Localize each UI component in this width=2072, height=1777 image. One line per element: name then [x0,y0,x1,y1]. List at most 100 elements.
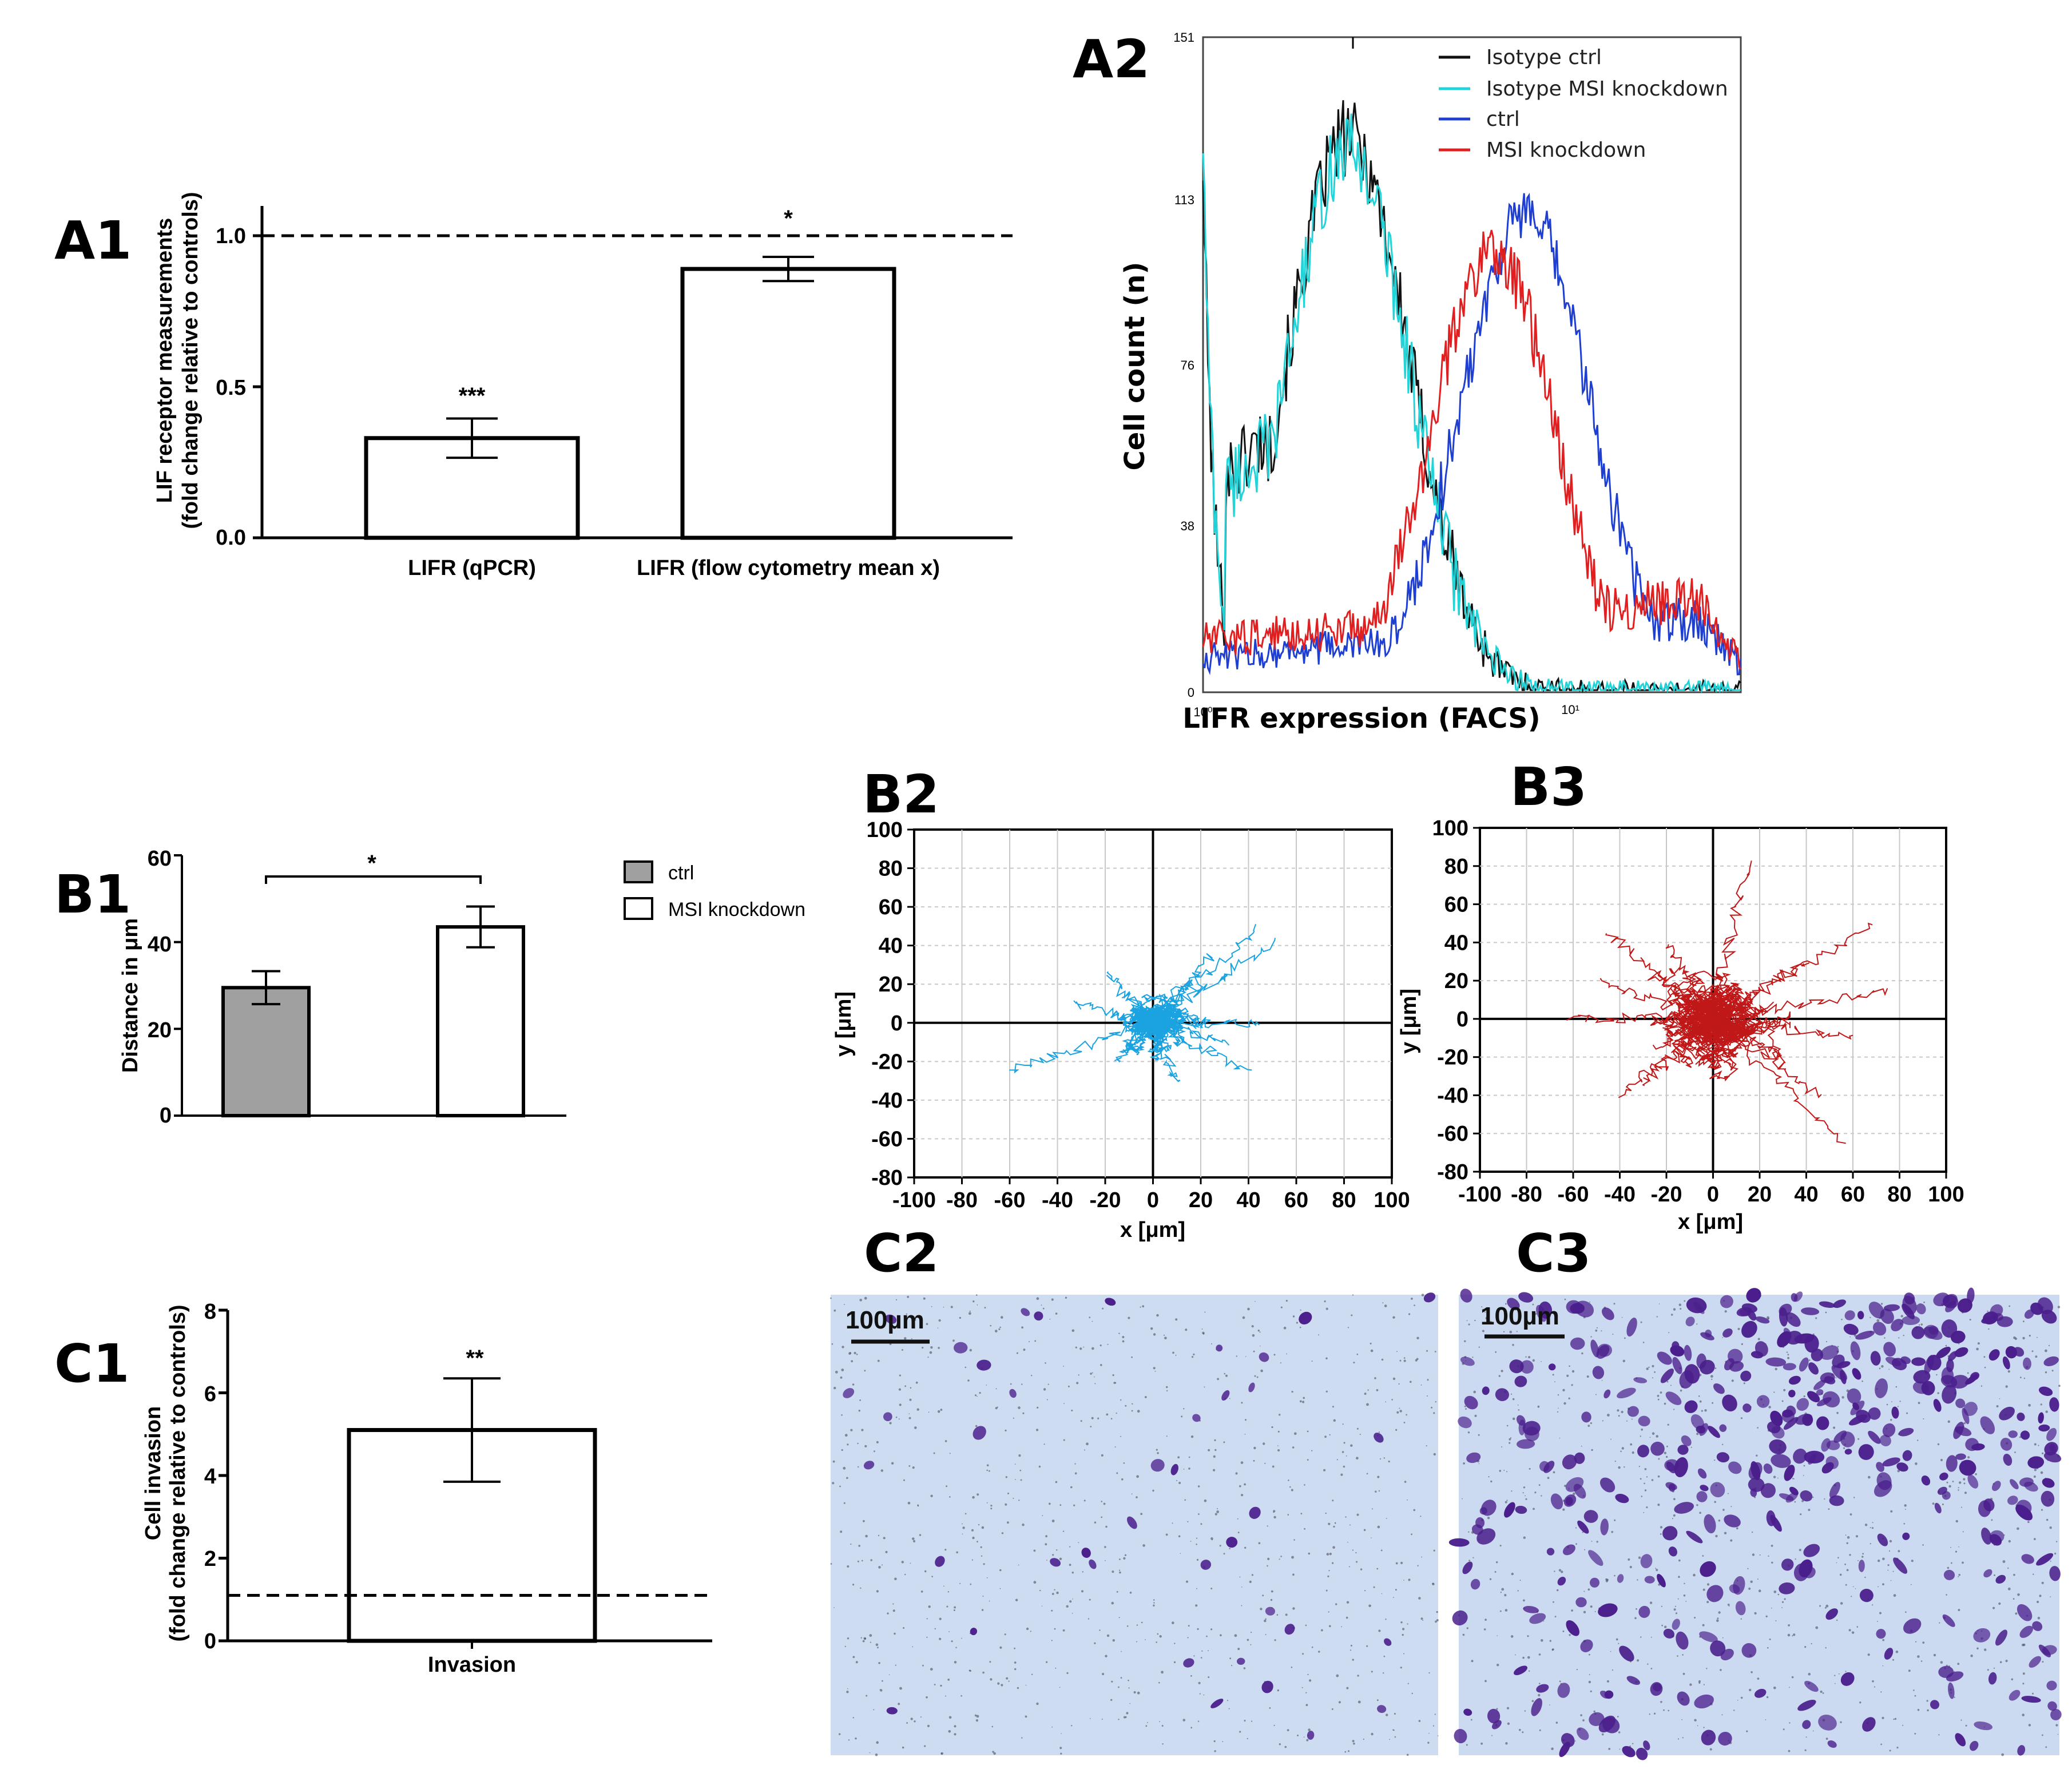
c2-debris [1400,1667,1402,1669]
c2-debris [930,1494,933,1497]
c3-cell [1858,1444,1874,1460]
c3-debris [1644,1482,1645,1485]
c2-debris [993,1752,996,1755]
c3-cell [1460,1356,1475,1366]
c3-debris [1872,1604,1873,1606]
c2-debris [859,1299,862,1302]
c2-debris [1119,1558,1121,1560]
c2-debris [1091,1347,1094,1350]
c2-debris [948,1730,951,1733]
c3-debris [1905,1611,1907,1613]
c2-debris [844,1645,846,1647]
c2-debris [1119,1569,1121,1571]
c3-debris [1618,1731,1621,1734]
c2-debris [1426,1350,1428,1352]
c3-debris [1549,1640,1551,1642]
c2-debris [1125,1716,1127,1718]
c2-debris [997,1682,1000,1685]
c2-debris [1047,1383,1049,1385]
c3-cell [2029,1656,2042,1668]
c3-cell [1927,1355,1942,1371]
c3-debris [1895,1651,1899,1653]
c2-debris [1186,1580,1188,1583]
c3-cell [1697,1468,1707,1479]
c3-debris [1487,1517,1490,1520]
c3-debris [1938,1734,1940,1736]
c3-debris [1882,1583,1884,1586]
c3-debris [1754,1612,1757,1615]
c3-cell [1930,1700,1939,1709]
c3-cell [1518,1292,1534,1303]
c3-debris [1466,1627,1468,1629]
c3-debris [1799,1549,1801,1552]
c2-debris [1099,1629,1101,1631]
c3-debris [1843,1447,1845,1449]
c3-debris [1699,1512,1701,1514]
c3-debris [1955,1550,1958,1553]
c2-debris [1437,1735,1439,1736]
c3-cell [1981,1316,1996,1324]
c2-debris [840,1376,843,1379]
c2-debris [1432,1725,1435,1727]
c3-debris [1571,1609,1574,1612]
c3-cell [1672,1341,1680,1351]
c2-cell [1259,1352,1269,1362]
c2-debris [1352,1740,1355,1743]
c3-debris [1554,1381,1555,1383]
b1-legend-swatch-ctrl [624,860,653,883]
c2-debris [1410,1381,1412,1383]
c3-debris [1622,1359,1625,1362]
c3-cell [2043,1451,2062,1463]
c3-debris [1849,1336,1851,1338]
c3-cell [1523,1605,1539,1613]
c3-cell [1870,1351,1881,1366]
panel-label-b1: B1 [54,864,131,925]
c3-debris [1703,1684,1705,1685]
c2-debris [869,1752,871,1754]
c2-debris [1388,1460,1390,1463]
c2-debris [1305,1704,1308,1707]
c2-cell [886,1707,898,1715]
b2-xlabel: x [μm] [1120,1218,1185,1242]
a2-xlabel: LIFR expression (FACS) [1182,703,1540,735]
c3-debris [1632,1451,1634,1454]
c3-debris [1777,1477,1779,1479]
c3-debris [1690,1446,1692,1448]
c3-cell [1808,1362,1819,1375]
c3-cell [1788,1375,1801,1385]
c3-debris [1673,1498,1676,1501]
c3-debris [2023,1643,2026,1647]
c3-debris [1640,1636,1642,1638]
c2-debris [1180,1553,1181,1554]
c3-debris [1911,1560,1914,1562]
c3-cell [1802,1720,1811,1730]
c3-debris [1571,1370,1575,1373]
c3-cell [1783,1417,1799,1430]
c3-debris [1844,1563,1847,1565]
c3-cell [1710,1640,1726,1657]
b1-ytick-0: 0 [160,1104,172,1128]
c2-debris [981,1609,984,1611]
c2-debris [1377,1525,1380,1529]
c3-cell [1674,1502,1694,1514]
c3-debris [1538,1484,1541,1486]
c2-debris [1344,1751,1347,1753]
c3-cell [2036,1553,2054,1566]
c3-cell [1741,1320,1757,1338]
c3-debris [1917,1439,1919,1441]
c2-debris [922,1347,924,1349]
c2-debris [870,1559,872,1561]
c2-debris [926,1323,928,1325]
c3-cell [1633,1377,1648,1383]
c2-debris [1116,1472,1118,1474]
c2-debris [1034,1340,1037,1342]
c2-debris [1063,1403,1065,1405]
c2-debris [1211,1343,1212,1344]
c2-debris [841,1414,843,1416]
c2-cell [1237,1657,1245,1665]
c2-debris [1114,1446,1116,1448]
c2-debris [1132,1403,1133,1405]
c3-cell [1509,1359,1524,1374]
c2-debris [908,1413,910,1414]
c3-debris [1812,1496,1814,1498]
